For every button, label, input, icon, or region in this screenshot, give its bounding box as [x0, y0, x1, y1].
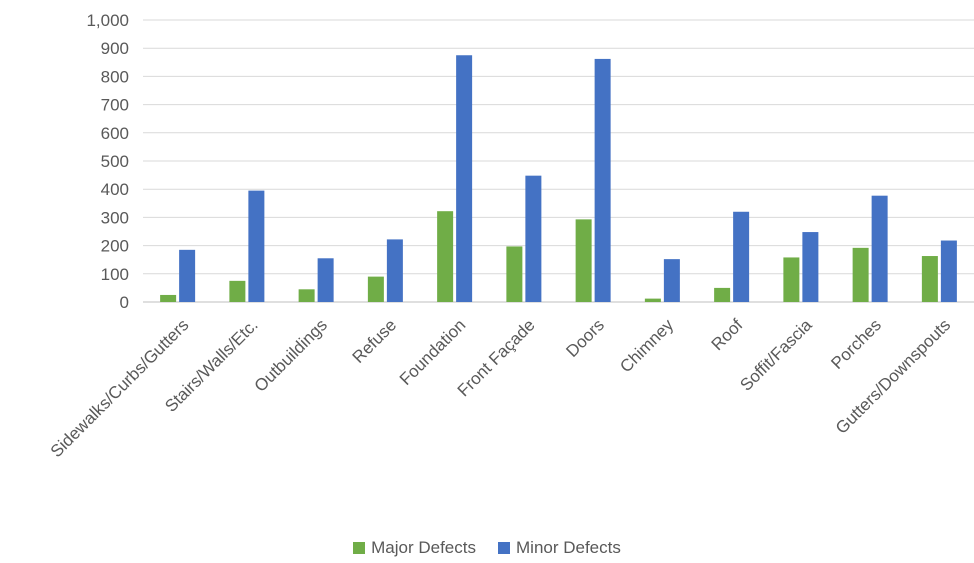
bar-minor-defects [871, 195, 888, 302]
bar-major-defects [506, 246, 523, 302]
y-tick-label: 200 [101, 237, 129, 256]
bar-major-defects [783, 257, 800, 302]
bar-major-defects [575, 219, 592, 302]
legend-swatch-minor [498, 542, 510, 554]
x-tick-label: Soffit/Fascia [736, 315, 816, 395]
bar-minor-defects [802, 232, 819, 302]
legend: Major Defects Minor Defects [0, 538, 974, 558]
bar-major-defects [298, 289, 315, 302]
bar-major-defects [367, 276, 384, 302]
bar-minor-defects [594, 58, 611, 302]
x-tick-label: Roof [708, 315, 747, 354]
bar-major-defects [921, 256, 938, 302]
x-tick-label: Gutters/Downspouts [832, 315, 954, 437]
x-tick-label: Foundation [396, 315, 470, 389]
x-tick-label: Sidewalks/Curbs/Gutters [47, 315, 193, 461]
y-tick-label: 500 [101, 152, 129, 171]
bar-minor-defects [456, 55, 473, 302]
legend-swatch-major [353, 542, 366, 554]
y-tick-label: 300 [101, 208, 129, 227]
bar-major-defects [160, 294, 177, 302]
bar-major-defects [437, 211, 454, 302]
bar-major-defects [714, 287, 731, 302]
bar-major-defects [852, 247, 869, 302]
bar-major-defects [229, 280, 246, 302]
bar-minor-defects [663, 259, 680, 302]
legend-label-minor: Minor Defects [516, 538, 621, 557]
y-tick-label: 600 [101, 124, 129, 143]
bar-minor-defects [317, 258, 334, 302]
x-tick-label: Outbuildings [251, 315, 331, 395]
x-tick-label: Porches [827, 315, 885, 373]
x-tick-label: Doors [562, 315, 608, 361]
legend-item-minor: Minor Defects [498, 538, 621, 558]
y-tick-label: 0 [120, 293, 129, 312]
bar-minor-defects [248, 190, 265, 302]
x-tick-label: Chimney [616, 315, 677, 376]
y-tick-label: 100 [101, 265, 129, 284]
bar-minor-defects [525, 175, 542, 302]
bar-minor-defects [386, 239, 403, 302]
legend-label-major: Major Defects [371, 538, 476, 557]
x-tick-label: Refuse [349, 315, 401, 367]
y-tick-label: 900 [101, 39, 129, 58]
y-tick-label: 400 [101, 180, 129, 199]
legend-item-major: Major Defects [353, 538, 476, 558]
y-tick-label: 1,000 [86, 11, 129, 30]
bar-minor-defects [733, 211, 750, 302]
bar-minor-defects [179, 249, 196, 302]
bar-minor-defects [940, 240, 957, 302]
y-tick-label: 800 [101, 67, 129, 86]
y-tick-label: 700 [101, 96, 129, 115]
bar-major-defects [644, 298, 661, 302]
